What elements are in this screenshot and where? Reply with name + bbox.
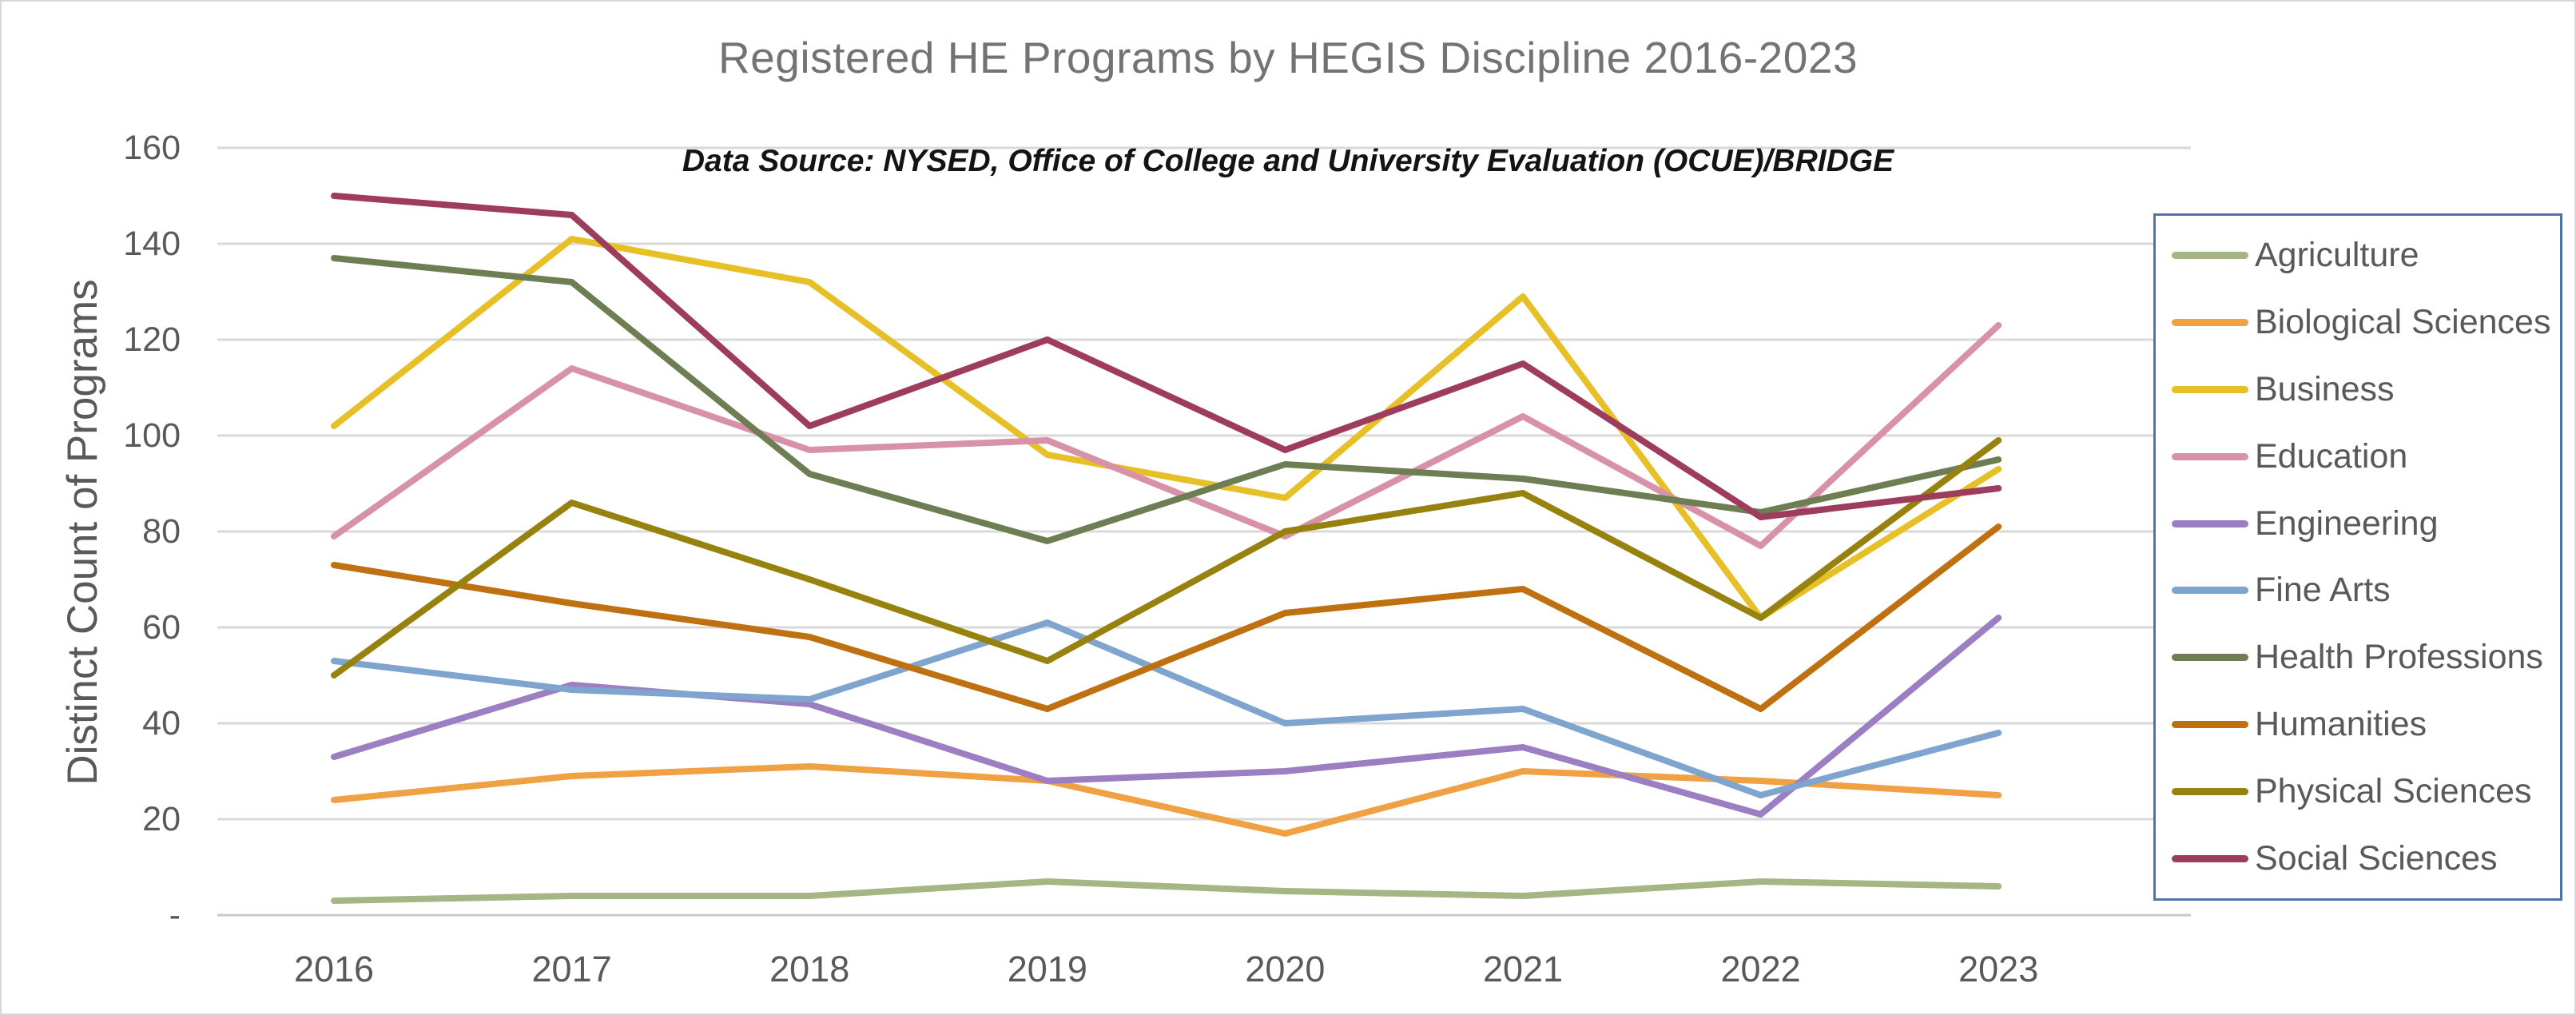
y-tick-label: 20 bbox=[142, 800, 181, 838]
series-line-physical-sciences bbox=[331, 437, 2002, 679]
legend: Agriculture Biological Sciences Business Ed… bbox=[2153, 213, 2562, 901]
x-tick-label-2021: 2021 bbox=[1482, 949, 1564, 989]
legend-label: Humanities bbox=[2255, 704, 2427, 743]
legend-swatch-social-sciences bbox=[2172, 854, 2248, 862]
series-line-humanities bbox=[331, 523, 2002, 712]
legend-label: Engineering bbox=[2255, 504, 2439, 543]
y-tick-label: 120 bbox=[123, 320, 181, 359]
x-tick-label-2022: 2022 bbox=[1720, 949, 1801, 989]
x-tick-label-2016: 2016 bbox=[293, 949, 375, 989]
legend-item-engineering: Engineering bbox=[2156, 504, 2560, 543]
x-tick-label-2017: 2017 bbox=[531, 949, 612, 989]
x-tick-label-2019: 2019 bbox=[1007, 949, 1087, 989]
legend-swatch-humanities bbox=[2172, 720, 2248, 728]
y-tick-label: 160 bbox=[123, 129, 181, 167]
series-line-social-sciences bbox=[331, 193, 2002, 520]
legend-label: Business bbox=[2255, 369, 2395, 408]
series-line-health-professions bbox=[331, 255, 2002, 544]
legend-swatch-business bbox=[2172, 385, 2248, 393]
y-tick-label: 80 bbox=[142, 512, 181, 551]
legend-item-physical-sciences: Physical Sciences bbox=[2156, 772, 2560, 811]
legend-label: Agriculture bbox=[2255, 236, 2419, 275]
legend-swatch-biological-sciences bbox=[2172, 319, 2248, 327]
legend-label: Education bbox=[2255, 436, 2408, 476]
legend-item-agriculture: Agriculture bbox=[2156, 236, 2560, 275]
legend-swatch-engineering bbox=[2172, 519, 2248, 527]
legend-item-fine-arts: Fine Arts bbox=[2156, 571, 2560, 610]
x-tick-label-2023: 2023 bbox=[1958, 949, 2039, 989]
series-line-fine-arts bbox=[331, 619, 2002, 798]
legend-label: Biological Sciences bbox=[2255, 303, 2551, 342]
legend-item-education: Education bbox=[2156, 437, 2560, 476]
legend-label: Physical Sciences bbox=[2255, 771, 2532, 810]
legend-swatch-physical-sciences bbox=[2172, 787, 2248, 795]
legend-item-social-sciences: Social Sciences bbox=[2156, 839, 2560, 878]
y-tick-label: 60 bbox=[142, 608, 181, 647]
chart-subtitle: Data Source: NYSED, Office of College an… bbox=[682, 144, 1894, 178]
y-tick-label: 40 bbox=[142, 704, 181, 742]
legend-swatch-agriculture bbox=[2172, 252, 2248, 260]
legend-swatch-health-professions bbox=[2172, 654, 2248, 662]
y-tick-label: 140 bbox=[123, 225, 181, 263]
series-line-engineering bbox=[331, 615, 2002, 818]
legend-item-business: Business bbox=[2156, 370, 2560, 409]
legend-label: Fine Arts bbox=[2255, 571, 2391, 610]
y-tick-label: 100 bbox=[123, 416, 181, 455]
legend-label: Health Professions bbox=[2255, 638, 2543, 677]
legend-swatch-education bbox=[2172, 452, 2248, 460]
legend-label: Social Sciences bbox=[2255, 838, 2498, 878]
x-tick-label-2018: 2018 bbox=[769, 949, 850, 989]
legend-item-biological-sciences: Biological Sciences bbox=[2156, 303, 2560, 342]
chart-title: Registered HE Programs by HEGIS Discipli… bbox=[718, 33, 1858, 82]
legend-swatch-fine-arts bbox=[2172, 587, 2248, 595]
x-tick-label-2020: 2020 bbox=[1245, 949, 1326, 989]
legend-item-health-professions: Health Professions bbox=[2156, 638, 2560, 677]
series-line-education bbox=[331, 322, 2002, 549]
y-tick-label: - bbox=[169, 896, 181, 934]
series-line-agriculture bbox=[331, 878, 2002, 904]
legend-item-humanities: Humanities bbox=[2156, 705, 2560, 744]
